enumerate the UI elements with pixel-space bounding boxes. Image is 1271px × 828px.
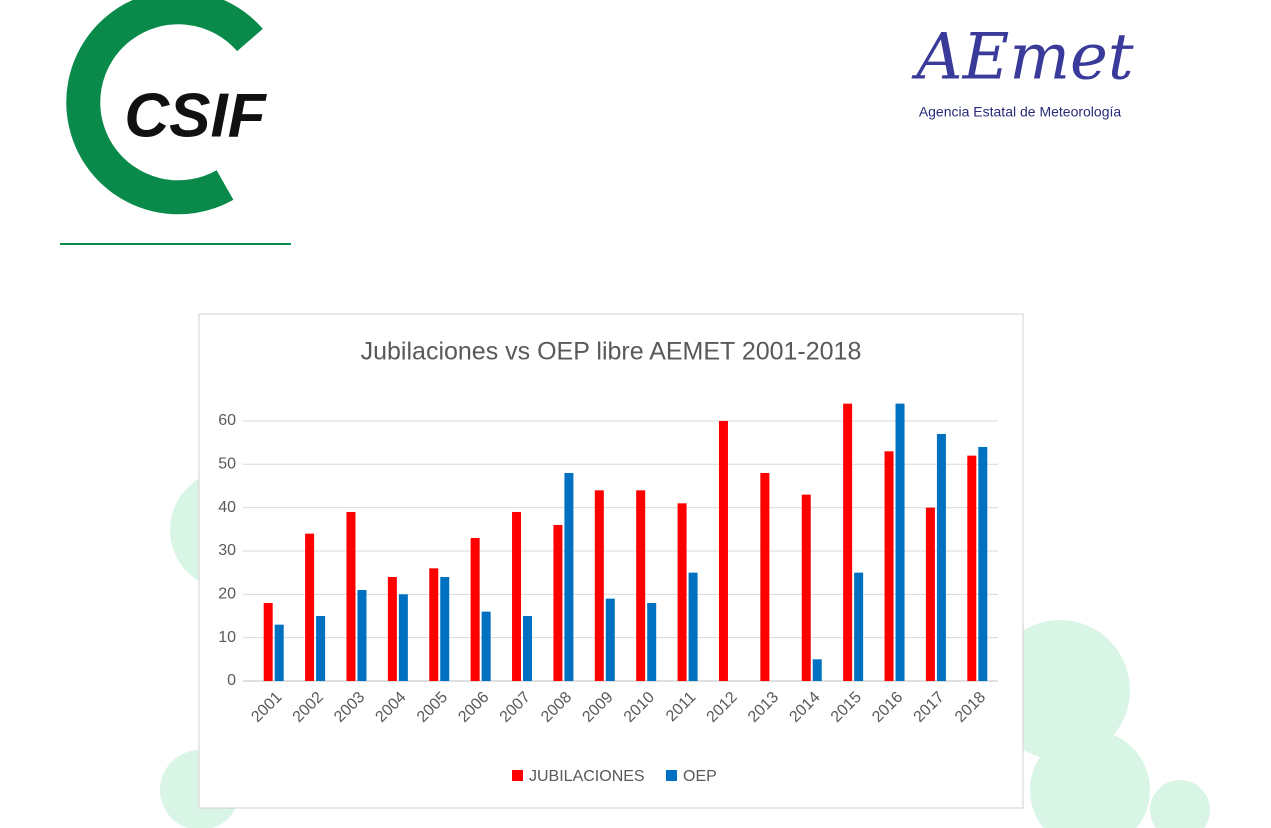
aemet-logo-text: AEmet [911,21,1134,95]
chart-title: Jubilaciones vs OEP libre AEMET 2001-201… [361,338,862,366]
bar [564,472,574,681]
y-tick-label: 40 [218,499,236,516]
bar [398,594,408,681]
bar [481,611,491,681]
bar [305,533,315,681]
aemet-caption: Agencia Estatal de Meteorología [919,104,1122,120]
bar [925,507,935,681]
bar [895,403,905,681]
y-tick-label: 10 [218,629,236,646]
bar [801,494,811,681]
bar [605,598,615,681]
bar [429,568,439,681]
y-tick-label: 0 [227,672,236,689]
legend-swatch [512,770,523,781]
bar [854,572,864,681]
bar [812,659,822,681]
y-tick-label: 30 [218,542,236,559]
bar [263,602,273,681]
csif-logo-arc [66,0,263,215]
bar [357,589,367,681]
y-tick-label: 50 [218,456,236,473]
bar [843,403,853,681]
bar [718,420,728,681]
bar [553,524,563,681]
bar [470,537,480,681]
bar [760,472,770,681]
y-tick-label: 20 [218,586,236,603]
y-tick-label: 60 [218,412,236,429]
bar [967,455,977,681]
bar [677,503,687,681]
legend-label: JUBILACIONES [529,768,645,785]
bar [936,433,946,681]
legend-label: OEP [683,768,717,785]
bar [636,490,646,681]
csif-logo-text: CSIF [124,81,267,150]
legend-swatch [666,770,677,781]
bar [274,624,284,681]
bar [512,511,522,681]
bar [884,451,894,681]
bar [647,602,657,681]
bar [594,490,604,681]
bar [688,572,698,681]
bar [523,615,533,681]
bar [346,511,356,681]
bar [316,615,326,681]
bar [387,576,397,681]
bar [978,446,988,681]
bar [440,576,450,681]
